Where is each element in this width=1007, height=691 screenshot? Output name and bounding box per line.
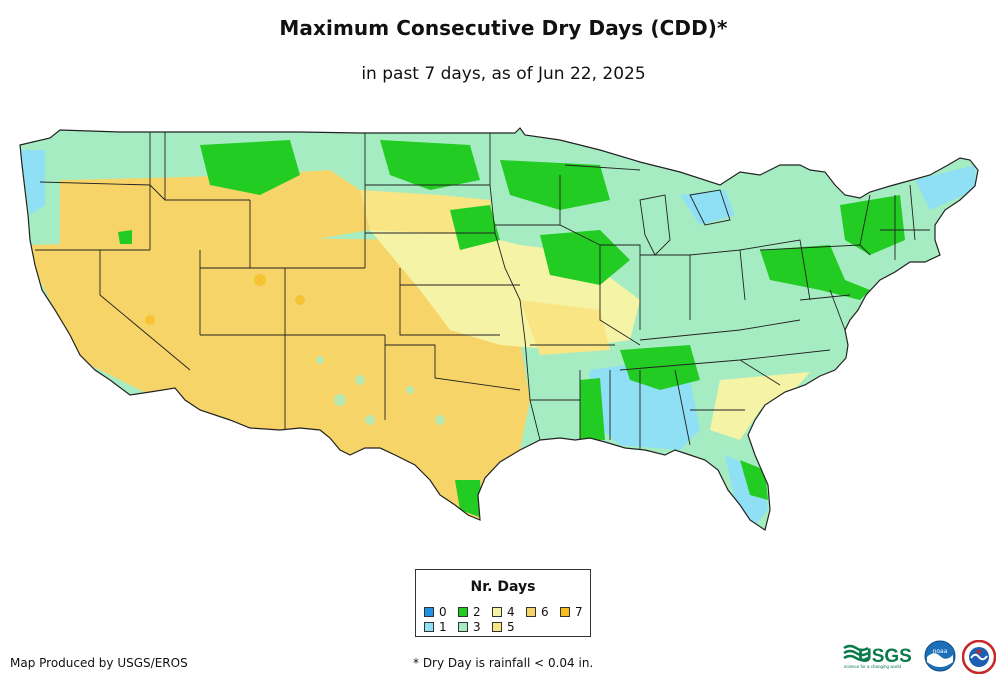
dry-day-note: * Dry Day is rainfall < 0.04 in. bbox=[413, 656, 594, 670]
usgs-tagline: science for a changing world bbox=[844, 664, 902, 669]
legend-title: Nr. Days bbox=[470, 579, 536, 595]
legend-swatch bbox=[424, 622, 434, 632]
legend-label: 3 bbox=[473, 620, 481, 634]
legend-item-3: 3 bbox=[458, 621, 481, 633]
legend-label: 0 bbox=[439, 605, 447, 619]
legend-swatch bbox=[526, 607, 536, 617]
legend-item-1: 1 bbox=[424, 621, 447, 633]
noaa-logo-text: noaa bbox=[933, 648, 948, 655]
legend-label: 6 bbox=[541, 605, 549, 619]
usgs-logo: USGS science for a changing world bbox=[843, 644, 912, 669]
legend-label: 1 bbox=[439, 620, 447, 634]
legend-swatch bbox=[492, 607, 502, 617]
credit-text: Map Produced by USGS/EROS bbox=[10, 656, 188, 670]
noaa-logo: noaa bbox=[924, 640, 956, 672]
legend-label: 7 bbox=[575, 605, 583, 619]
nws-logo bbox=[962, 640, 996, 674]
legend-label: 5 bbox=[507, 620, 515, 634]
legend-swatch bbox=[458, 607, 468, 617]
legend-label: 4 bbox=[507, 605, 515, 619]
usgs-logo-text: USGS bbox=[858, 646, 912, 667]
legend-item-2: 2 bbox=[458, 606, 481, 618]
map-subtitle: in past 7 days, as of Jun 22, 2025 bbox=[361, 64, 646, 84]
legend-swatch bbox=[424, 607, 434, 617]
legend-item-5: 5 bbox=[492, 621, 515, 633]
legend-swatch bbox=[492, 622, 502, 632]
legend-label: 2 bbox=[473, 605, 481, 619]
legend-swatch bbox=[458, 622, 468, 632]
legend-item-6: 6 bbox=[526, 606, 549, 618]
legend-item-4: 4 bbox=[492, 606, 515, 618]
map-title: Maximum Consecutive Dry Days (CDD)* bbox=[279, 16, 728, 40]
legend-item-7: 7 bbox=[560, 606, 583, 618]
legend-item-0: 0 bbox=[424, 606, 447, 618]
legend-swatch bbox=[560, 607, 570, 617]
